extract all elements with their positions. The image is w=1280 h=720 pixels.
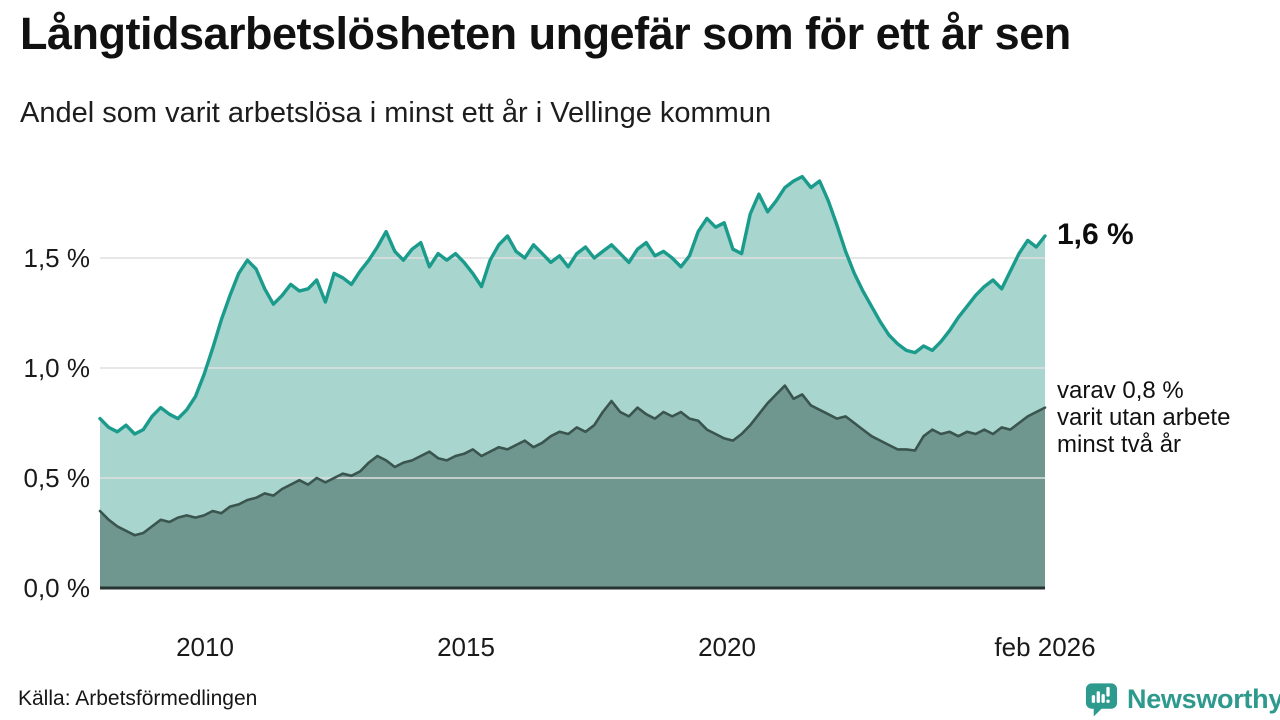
line-total [98, 174, 1047, 436]
y-tick-label: 1,5 % [23, 243, 91, 273]
annotation-line-3: minst två år [1057, 430, 1182, 458]
newsworthy-logo: Newsworthy [1083, 680, 1280, 718]
x-tick-label: 2020 [698, 632, 756, 662]
newsworthy-logo-icon [1085, 683, 1118, 717]
latest-value-label: 1,6 % [1057, 218, 1134, 251]
source-note: Källa: Arbetsförmedlingen [18, 687, 258, 710]
x-tick-label: 2010 [176, 632, 234, 662]
two-year-annotation: varav 0,8 % varit utan arbete minst två … [1057, 377, 1230, 458]
y-tick-label: 0,5 % [23, 463, 91, 493]
area-two-year-fill [100, 385, 1045, 588]
annotation-line-1: varav 0,8 % [1057, 376, 1184, 404]
annotation-line-2: varit utan arbete [1057, 403, 1231, 431]
newsworthy-logo-text: Newsworthy [1127, 683, 1280, 714]
y-tick-label: 0,0 % [23, 573, 91, 603]
x-tick-label: feb 2026 [994, 632, 1096, 662]
y-tick-label: 1,0 % [23, 353, 91, 383]
chart-subtitle: Andel som varit arbetslösa i minst ett å… [20, 97, 772, 129]
x-tick-label: 2015 [437, 632, 495, 662]
line-two-year [98, 384, 1047, 537]
page-title: Långtidsarbetslösheten ungefär som för e… [20, 8, 1071, 59]
